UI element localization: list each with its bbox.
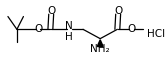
Text: NH₂: NH₂ (90, 44, 110, 54)
Text: O: O (114, 6, 122, 16)
Polygon shape (97, 40, 103, 46)
Text: O: O (127, 24, 135, 34)
Text: O: O (47, 6, 55, 16)
Text: O: O (34, 24, 42, 34)
Text: HCl: HCl (147, 29, 165, 39)
Text: N: N (65, 21, 73, 31)
Text: H: H (65, 32, 73, 42)
